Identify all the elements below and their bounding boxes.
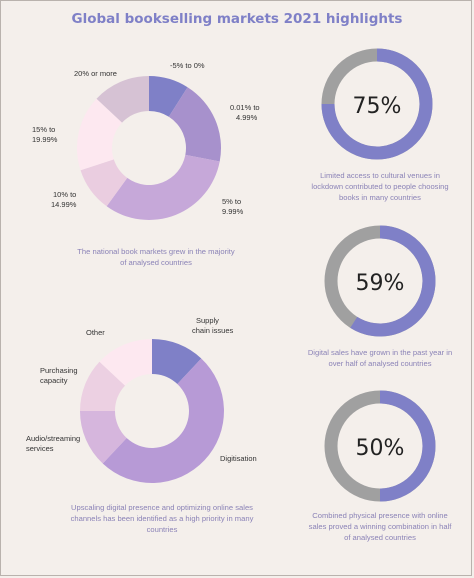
label-5-10-line2: 9.99% (222, 207, 244, 216)
caption-donut-priorities: Upscaling digital presence and optimizin… (70, 503, 254, 534)
ring-chart-50 (324, 390, 436, 502)
label-10-15-line2: 14.99% (51, 200, 77, 209)
slice-supply-chain-issues (152, 339, 202, 385)
label-audio-line1: Audio/streaming (26, 434, 80, 443)
slice-other (99, 339, 152, 386)
caption-ring-50: Combined physical presence with online s… (308, 511, 452, 542)
slice-5-to-0 (149, 76, 188, 117)
ring-progress-arc (321, 48, 433, 160)
ring-75-value: 75% (353, 94, 402, 119)
donut-chart-priorities (80, 339, 224, 483)
label-supply-chain-line1: Supply (196, 316, 219, 325)
slice-20-or-more (96, 76, 149, 123)
caption-ring-75: Limited access to cultural venues in loc… (311, 171, 449, 202)
slice-10-to-14-99 (80, 159, 128, 207)
ring-59-value: 59% (356, 271, 405, 296)
label-supply-chain-line2: chain issues (192, 326, 234, 335)
label-neg5-0: -5% to 0% (170, 61, 205, 70)
page-title: Global bookselling markets 2021 highligh… (71, 11, 403, 27)
donut-chart-growth (77, 76, 222, 221)
ring-progress-arc (350, 225, 436, 337)
label-5-10: 5% to 9.99% (222, 197, 244, 216)
label-other: Other (86, 328, 105, 337)
label-audio-line2: services (26, 444, 54, 453)
ring-progress-arc (379, 390, 436, 502)
label-20-plus: 20% or more (74, 69, 117, 78)
slice-audio-streaming-services (80, 411, 127, 464)
slice-15-to-19-99 (77, 98, 123, 171)
label-digitisation: Digitisation (220, 454, 257, 463)
label-0-5-line1: 0.01% to (230, 103, 260, 112)
label-10-15: 10% to 14.99% (51, 190, 77, 209)
label-0-5: 0.01% to 4.99% (230, 103, 260, 122)
label-15-20-line1: 15% to (32, 125, 55, 134)
label-15-20-line2: 19.99% (32, 135, 58, 144)
slice-purchasing-capacity (80, 361, 126, 411)
label-10-15-line1: 10% to (53, 190, 76, 199)
ring-50-value: 50% (356, 436, 405, 461)
label-5-10-line1: 5% to (222, 197, 241, 206)
caption-donut-growth: The national book markets grew in the ma… (77, 247, 235, 267)
slice-5-to-9-99 (106, 154, 220, 221)
label-purchasing-line1: Purchasing (40, 366, 78, 375)
label-purchasing: Purchasing capacity (40, 366, 78, 385)
label-15-20: 15% to 19.99% (32, 125, 58, 144)
ring-chart-59 (324, 225, 436, 337)
label-audio-streaming: Audio/streaming services (26, 434, 80, 453)
caption-ring-59: Digital sales have grown in the past yea… (307, 348, 453, 368)
label-supply-chain: Supply chain issues (192, 316, 234, 335)
slice-0-01-to-4-99 (168, 87, 222, 162)
ring-chart-75 (321, 48, 433, 160)
label-purchasing-line2: capacity (40, 376, 68, 385)
slice-digitisation (102, 358, 224, 483)
label-0-5-line2: 4.99% (236, 113, 258, 122)
